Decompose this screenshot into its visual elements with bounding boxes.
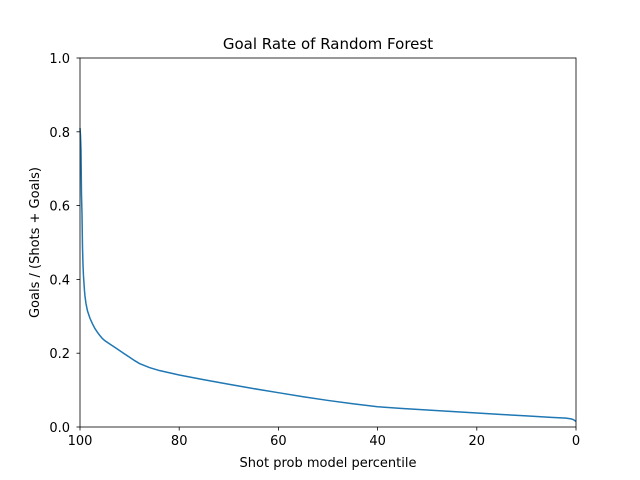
x-tick-label: 20 <box>469 434 486 449</box>
y-tick-label: 0.6 <box>49 200 70 215</box>
x-tick-label: 80 <box>171 434 188 449</box>
chart-title: Goal Rate of Random Forest <box>223 35 433 53</box>
goal-rate-line <box>79 128 577 423</box>
y-tick-label: 0.4 <box>49 273 70 288</box>
x-tick-label: 40 <box>369 434 386 449</box>
x-axis-label: Shot prob model percentile <box>240 456 417 471</box>
x-tick-label: 60 <box>270 434 287 449</box>
x-tick-label: 0 <box>572 434 580 449</box>
plot-frame <box>79 57 577 428</box>
y-tick-label: 0.8 <box>49 126 70 141</box>
plot-area <box>80 58 576 427</box>
y-tick-label: 0.2 <box>49 347 70 362</box>
y-tick-label: 0.0 <box>49 421 70 436</box>
y-tick-label: 1.0 <box>49 52 70 67</box>
x-tick-label: 100 <box>68 434 93 449</box>
y-axis-label: Goals / (Shots + Goals) <box>28 167 43 318</box>
